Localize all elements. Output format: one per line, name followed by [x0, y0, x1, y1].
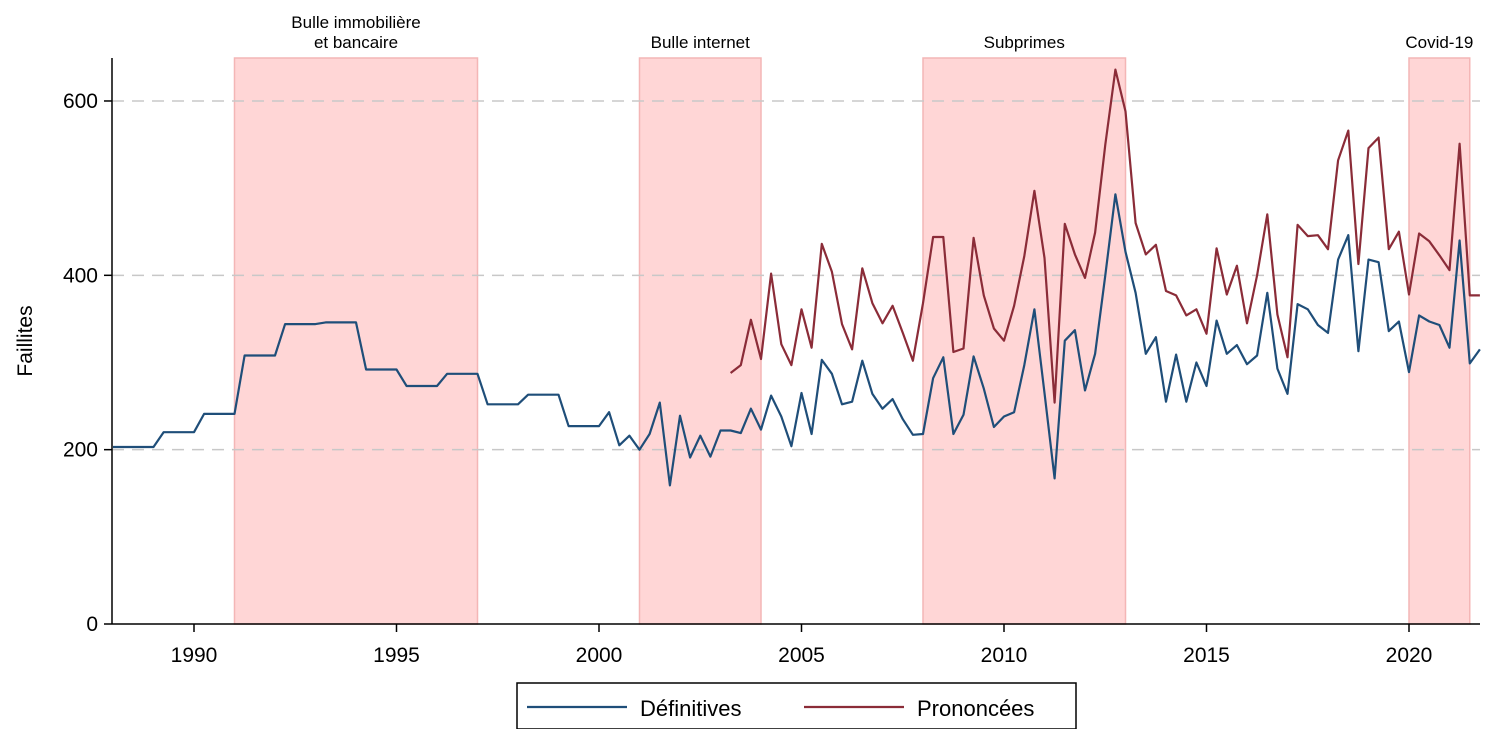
tick-marks: 0 200 400 600 1990 1995 2000 2005 2010 2015 2020 — [63, 90, 1432, 667]
x-tick-label: 1990 — [171, 644, 218, 667]
highlight-band — [638, 57, 762, 625]
series-lines — [113, 68, 1481, 487]
x-tick-label: 2005 — [778, 644, 825, 667]
highlight-band-label: Bulle immobilière — [291, 13, 420, 32]
highlight-band-label: Covid-19 — [1405, 33, 1473, 52]
highlight-band — [922, 57, 1127, 625]
y-tick-label: 0 — [86, 613, 98, 636]
series-line — [729, 68, 1480, 404]
gridlines — [112, 100, 1480, 451]
x-tick-label: 2020 — [1386, 644, 1433, 667]
y-axis-title: Faillites — [14, 305, 37, 376]
legend: Définitives Prononcées — [516, 682, 1077, 729]
series-line — [113, 193, 1481, 487]
highlight-band — [233, 57, 479, 625]
highlight-band-label: Bulle internet — [651, 33, 751, 52]
highlight-band — [1408, 57, 1471, 625]
x-tick-label: 1995 — [373, 644, 420, 667]
y-tick-label: 400 — [63, 264, 98, 287]
axes — [111, 58, 1480, 625]
x-tick-label: 2000 — [576, 644, 623, 667]
x-tick-label: 2010 — [981, 644, 1028, 667]
y-tick-label: 200 — [63, 439, 98, 462]
highlight-band-label: Subprimes — [984, 33, 1065, 52]
highlight-band-label: et bancaire — [314, 33, 398, 52]
legend-label: Prononcées — [917, 696, 1034, 721]
x-tick-label: 2015 — [1183, 644, 1230, 667]
y-tick-label: 600 — [63, 90, 98, 113]
legend-label: Définitives — [640, 696, 741, 721]
